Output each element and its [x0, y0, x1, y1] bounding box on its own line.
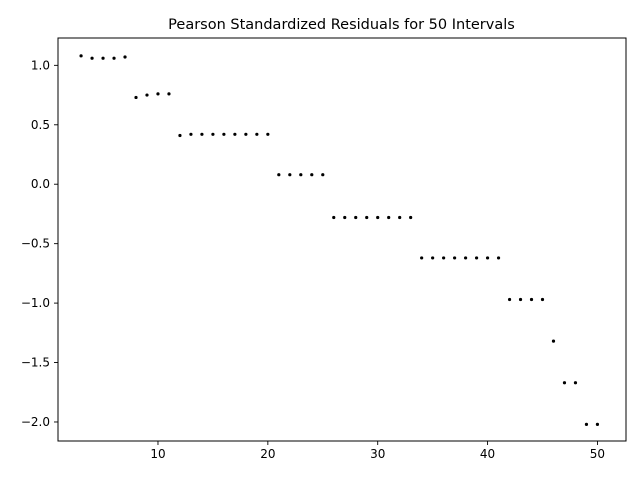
data-point [233, 132, 237, 136]
data-point [134, 95, 138, 100]
data-point [222, 132, 226, 136]
data-point [112, 56, 116, 60]
data-point [474, 256, 479, 260]
data-point [321, 173, 325, 177]
data-point [496, 256, 501, 260]
y-tick-label: 0.0 [31, 177, 50, 191]
data-point [343, 215, 347, 220]
x-tick-label: 20 [260, 447, 275, 461]
plot-axes [57, 37, 627, 442]
data-point [299, 173, 303, 177]
data-point [354, 215, 358, 220]
data-point [255, 132, 259, 136]
data-point [167, 92, 171, 96]
data-point [332, 215, 336, 220]
data-point [409, 215, 413, 220]
y-tick-label: −1.5 [21, 356, 50, 370]
data-point [431, 256, 435, 260]
plot-frame [57, 37, 627, 442]
data-point [507, 297, 512, 302]
x-tick-label: 10 [150, 447, 165, 461]
data-point [189, 132, 193, 136]
data-point [420, 256, 424, 260]
data-point [288, 173, 292, 177]
data-point [595, 422, 600, 426]
data-point [573, 381, 578, 385]
data-point [101, 56, 105, 60]
axis-ticks: 10 20 30 40 50 1.0 0.5 0.0 −0.5 −1.0 −1.5 −2.0 [21, 58, 605, 461]
data-point [453, 256, 457, 260]
data-point [540, 297, 545, 302]
data-point [529, 297, 534, 302]
data-point [211, 132, 215, 136]
data-point [145, 93, 149, 97]
x-tick-label: 50 [590, 447, 605, 461]
data-point [79, 54, 83, 58]
data-point [485, 256, 490, 260]
data-point [123, 55, 127, 59]
data-point [584, 422, 589, 426]
y-tick-label: −2.0 [21, 415, 50, 429]
data-point [156, 92, 160, 96]
y-tick-label: 0.5 [31, 118, 50, 132]
y-tick-label: −1.0 [21, 296, 50, 310]
y-tick-label: −0.5 [21, 237, 50, 251]
data-point [518, 297, 523, 302]
y-tick-label: 1.0 [31, 58, 50, 72]
data-point [266, 132, 270, 136]
data-point [463, 256, 468, 260]
data-point [387, 215, 391, 220]
data-point [310, 173, 314, 177]
data-point [178, 133, 182, 138]
data-point [277, 173, 281, 177]
data-points [79, 54, 600, 426]
data-point [365, 215, 369, 220]
data-point [398, 215, 402, 220]
data-point [244, 132, 248, 136]
x-tick-label: 40 [480, 447, 495, 461]
data-point [376, 215, 380, 220]
data-point [562, 381, 567, 385]
data-point [90, 56, 94, 60]
chart-title: Pearson Standardized Residuals for 50 In… [168, 17, 515, 33]
data-point [551, 339, 556, 343]
x-tick-label: 30 [370, 447, 385, 461]
data-point [442, 256, 446, 260]
data-point [200, 132, 204, 136]
